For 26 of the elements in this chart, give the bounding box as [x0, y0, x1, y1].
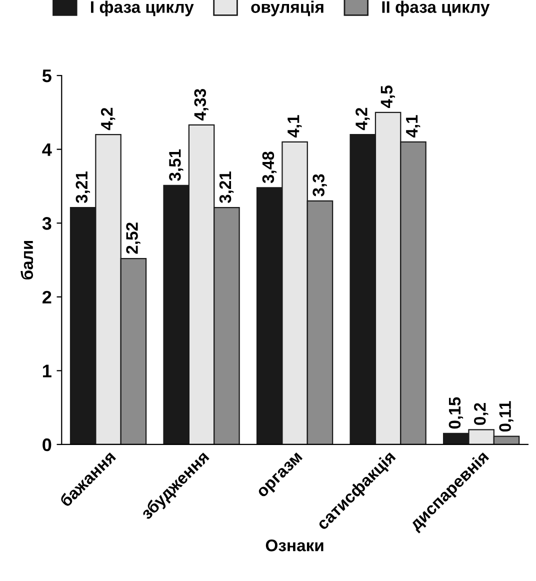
legend-label: I фаза циклу	[91, 0, 194, 16]
data-label: 3,3	[312, 174, 327, 196]
data-label: 4,1	[406, 115, 420, 138]
data-label: 3,51	[169, 149, 184, 181]
y-axis-title: бали	[20, 240, 34, 280]
data-label: 0,11	[499, 401, 514, 432]
data-label: 3,21	[219, 171, 234, 204]
data-label: 2,52	[126, 222, 140, 254]
y-tick-label: 1	[43, 364, 52, 378]
data-label: 4,2	[100, 108, 116, 130]
y-tick-label: 2	[42, 290, 52, 304]
data-label: 4,2	[356, 108, 370, 130]
y-tick-label: 0	[42, 438, 52, 452]
data-label: 4,33	[194, 88, 208, 121]
x-axis-title: Ознаки	[266, 540, 324, 552]
data-label: 4,1	[288, 115, 302, 138]
data-label: 3,21	[76, 171, 90, 204]
data-label: 0,2	[474, 403, 488, 425]
y-tick-label: 3	[42, 217, 52, 230]
data-label: 4,5	[380, 86, 395, 108]
legend-label: овуляція	[251, 0, 324, 16]
data-label: 0,15	[448, 397, 464, 429]
y-tick-label: 4	[42, 143, 52, 156]
y-tick-label: 5	[42, 70, 52, 82]
legend-label: II фаза циклу	[382, 0, 490, 16]
data-label: 3,48	[262, 152, 277, 184]
